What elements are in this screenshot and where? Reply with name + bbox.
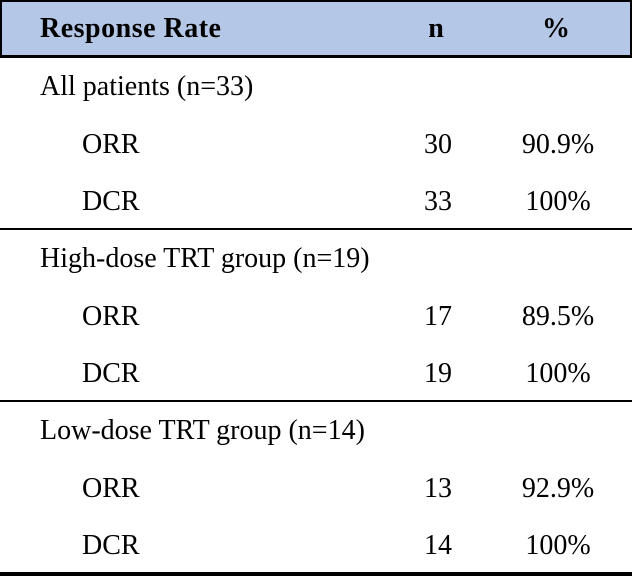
table-row: DCR 33 100% (0, 173, 632, 230)
row-label: ORR (82, 472, 140, 504)
section-all-patients: All patients (n=33) ORR 30 90.9% DCR 33 … (0, 58, 632, 230)
table-row: ORR 13 92.9% (0, 460, 632, 517)
table-header-row: Response Rate n % (0, 0, 632, 58)
table-row: DCR 14 100% (0, 517, 632, 574)
row-n-value: 17 (424, 300, 452, 332)
table-row: ORR 17 89.5% (0, 288, 632, 345)
section-high-dose: High-dose TRT group (n=19) ORR 17 89.5% … (0, 230, 632, 402)
row-label: ORR (82, 300, 140, 332)
header-percent: % (542, 12, 570, 44)
section-low-dose: Low-dose TRT group (n=14) ORR 13 92.9% D… (0, 402, 632, 576)
group-row: Low-dose TRT group (n=14) (0, 402, 632, 460)
row-label: DCR (82, 357, 140, 389)
row-label: DCR (82, 529, 140, 561)
row-pct-value: 100% (525, 529, 591, 561)
row-n-value: 14 (424, 529, 452, 561)
table-row: DCR 19 100% (0, 345, 632, 402)
group-row: High-dose TRT group (n=19) (0, 230, 632, 288)
row-label: ORR (82, 128, 140, 160)
table-row: ORR 30 90.9% (0, 116, 632, 173)
row-pct-value: 90.9% (521, 128, 595, 160)
row-n-value: 13 (424, 472, 452, 504)
row-n-value: 33 (424, 185, 452, 217)
row-n-value: 30 (424, 128, 452, 160)
row-n-value: 19 (424, 357, 452, 389)
row-pct-value: 100% (525, 185, 591, 217)
header-response-rate: Response Rate (40, 12, 222, 44)
row-label: DCR (82, 185, 140, 217)
row-pct-value: 100% (525, 357, 591, 389)
group-label: High-dose TRT group (n=19) (40, 243, 370, 274)
group-label: All patients (n=33) (40, 71, 254, 102)
row-pct-value: 92.9% (521, 472, 595, 504)
group-label: Low-dose TRT group (n=14) (40, 415, 365, 446)
header-n: n (428, 12, 444, 44)
group-row: All patients (n=33) (0, 58, 632, 116)
row-pct-value: 89.5% (521, 300, 595, 332)
